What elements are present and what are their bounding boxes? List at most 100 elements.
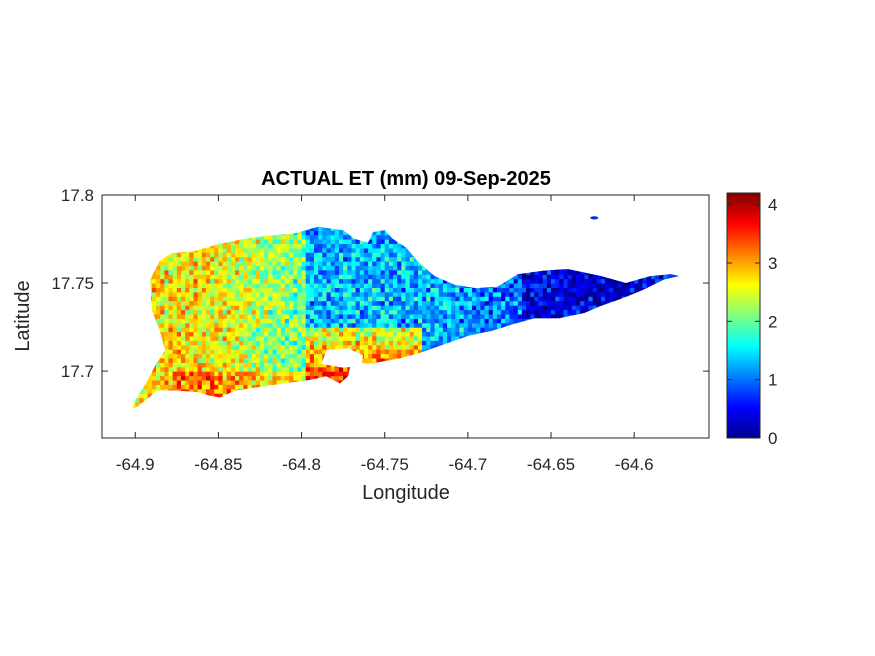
heatmap-cell bbox=[538, 278, 544, 284]
heatmap-cell bbox=[413, 335, 419, 341]
heatmap-cell bbox=[176, 261, 182, 266]
heatmap-cell bbox=[226, 283, 232, 288]
heatmap-cell bbox=[339, 340, 344, 346]
heatmap-cell bbox=[509, 300, 515, 306]
heatmap-cell bbox=[247, 265, 253, 271]
heatmap-cell bbox=[268, 291, 274, 297]
heatmap-cell bbox=[193, 256, 199, 262]
heatmap-cell bbox=[318, 278, 323, 284]
heatmap-cell bbox=[380, 283, 386, 288]
heatmap-cell bbox=[226, 322, 232, 328]
heatmap-cell bbox=[251, 300, 257, 306]
heatmap-cell bbox=[276, 340, 282, 346]
heatmap-cell bbox=[451, 327, 456, 333]
heatmap-cell bbox=[205, 327, 211, 333]
heatmap-cell bbox=[276, 283, 282, 288]
heatmap-cell bbox=[260, 340, 265, 346]
heatmap-cell bbox=[318, 309, 323, 315]
heatmap-cell bbox=[301, 234, 307, 240]
heatmap-cell bbox=[284, 318, 290, 324]
heatmap-cell bbox=[393, 243, 398, 249]
heatmap-cell bbox=[230, 247, 236, 253]
heatmap-cell bbox=[355, 243, 361, 249]
heatmap-cell bbox=[185, 252, 190, 258]
heatmap-cell bbox=[447, 331, 452, 337]
heatmap-cell bbox=[284, 379, 290, 385]
heatmap-cell bbox=[459, 331, 465, 337]
heatmap-cell bbox=[459, 309, 465, 315]
heatmap-cell bbox=[193, 287, 199, 293]
heatmap-cell bbox=[309, 353, 315, 359]
heatmap-cell bbox=[160, 366, 165, 372]
heatmap-cell bbox=[297, 239, 303, 244]
heatmap-cell bbox=[160, 283, 165, 288]
heatmap-cell bbox=[305, 357, 311, 363]
heatmap-cell bbox=[434, 340, 440, 346]
heatmap-cell bbox=[289, 296, 294, 302]
heatmap-cell bbox=[210, 388, 215, 394]
heatmap-cell bbox=[343, 296, 348, 302]
heatmap-cell bbox=[214, 344, 220, 350]
heatmap-cell bbox=[222, 291, 228, 297]
heatmap-cell bbox=[517, 296, 523, 302]
heatmap-cell bbox=[230, 331, 236, 337]
heatmap-cell bbox=[509, 296, 515, 302]
heatmap-cell bbox=[222, 371, 228, 377]
heatmap-cell bbox=[405, 344, 411, 350]
heatmap-cell bbox=[218, 300, 224, 306]
heatmap-cell bbox=[268, 313, 274, 319]
heatmap-cell bbox=[534, 296, 540, 302]
heatmap-cell bbox=[567, 287, 573, 293]
heatmap-cell bbox=[339, 283, 344, 288]
heatmap-cell bbox=[314, 353, 319, 359]
heatmap-cell bbox=[318, 265, 323, 271]
heatmap-cell bbox=[351, 274, 357, 280]
heatmap-cell bbox=[218, 296, 224, 302]
heatmap-cell bbox=[455, 291, 461, 297]
heatmap-cell bbox=[359, 269, 365, 275]
heatmap-cell bbox=[401, 344, 407, 350]
heatmap-cell bbox=[376, 283, 382, 288]
heatmap-cell bbox=[405, 247, 411, 253]
heatmap-cell bbox=[393, 269, 398, 275]
heatmap-cell bbox=[189, 309, 195, 315]
heatmap-cell bbox=[214, 300, 220, 306]
heatmap-cell bbox=[388, 296, 394, 302]
heatmap-cell bbox=[334, 305, 340, 311]
heatmap-cell bbox=[347, 291, 353, 297]
heatmap-cell bbox=[185, 362, 190, 368]
heatmap-cell bbox=[484, 296, 490, 302]
heatmap-cell bbox=[226, 331, 232, 337]
heatmap-cell bbox=[264, 353, 269, 359]
heatmap-cell bbox=[268, 283, 274, 288]
heatmap-cell bbox=[251, 353, 257, 359]
heatmap-cell bbox=[384, 265, 390, 271]
heatmap-cell bbox=[255, 322, 261, 328]
heatmap-cell bbox=[359, 300, 365, 306]
heatmap-cell bbox=[397, 313, 402, 319]
heatmap-cell bbox=[538, 313, 544, 319]
heatmap-cell bbox=[334, 344, 340, 350]
heatmap-cell bbox=[172, 362, 178, 368]
heatmap-cell bbox=[384, 287, 390, 293]
heatmap-cell bbox=[185, 349, 190, 355]
heatmap-cell bbox=[230, 379, 236, 385]
heatmap-cell bbox=[542, 269, 548, 275]
heatmap-cell bbox=[156, 283, 161, 288]
heatmap-cell bbox=[442, 331, 448, 337]
heatmap-cell bbox=[339, 243, 344, 249]
heatmap-cell bbox=[268, 278, 274, 284]
heatmap-cell bbox=[214, 243, 220, 249]
heatmap-cell bbox=[314, 230, 319, 236]
heatmap-cell bbox=[305, 261, 311, 266]
heatmap-cell bbox=[218, 274, 224, 280]
heatmap-cell bbox=[318, 291, 323, 297]
heatmap-cell bbox=[322, 256, 328, 262]
heatmap-cell bbox=[268, 256, 274, 262]
heatmap-cell bbox=[251, 261, 257, 266]
heatmap-cell bbox=[334, 283, 340, 288]
heatmap-cell bbox=[226, 340, 232, 346]
heatmap-cell bbox=[193, 335, 199, 341]
heatmap-cell bbox=[284, 265, 290, 271]
heatmap-cell bbox=[205, 261, 211, 266]
